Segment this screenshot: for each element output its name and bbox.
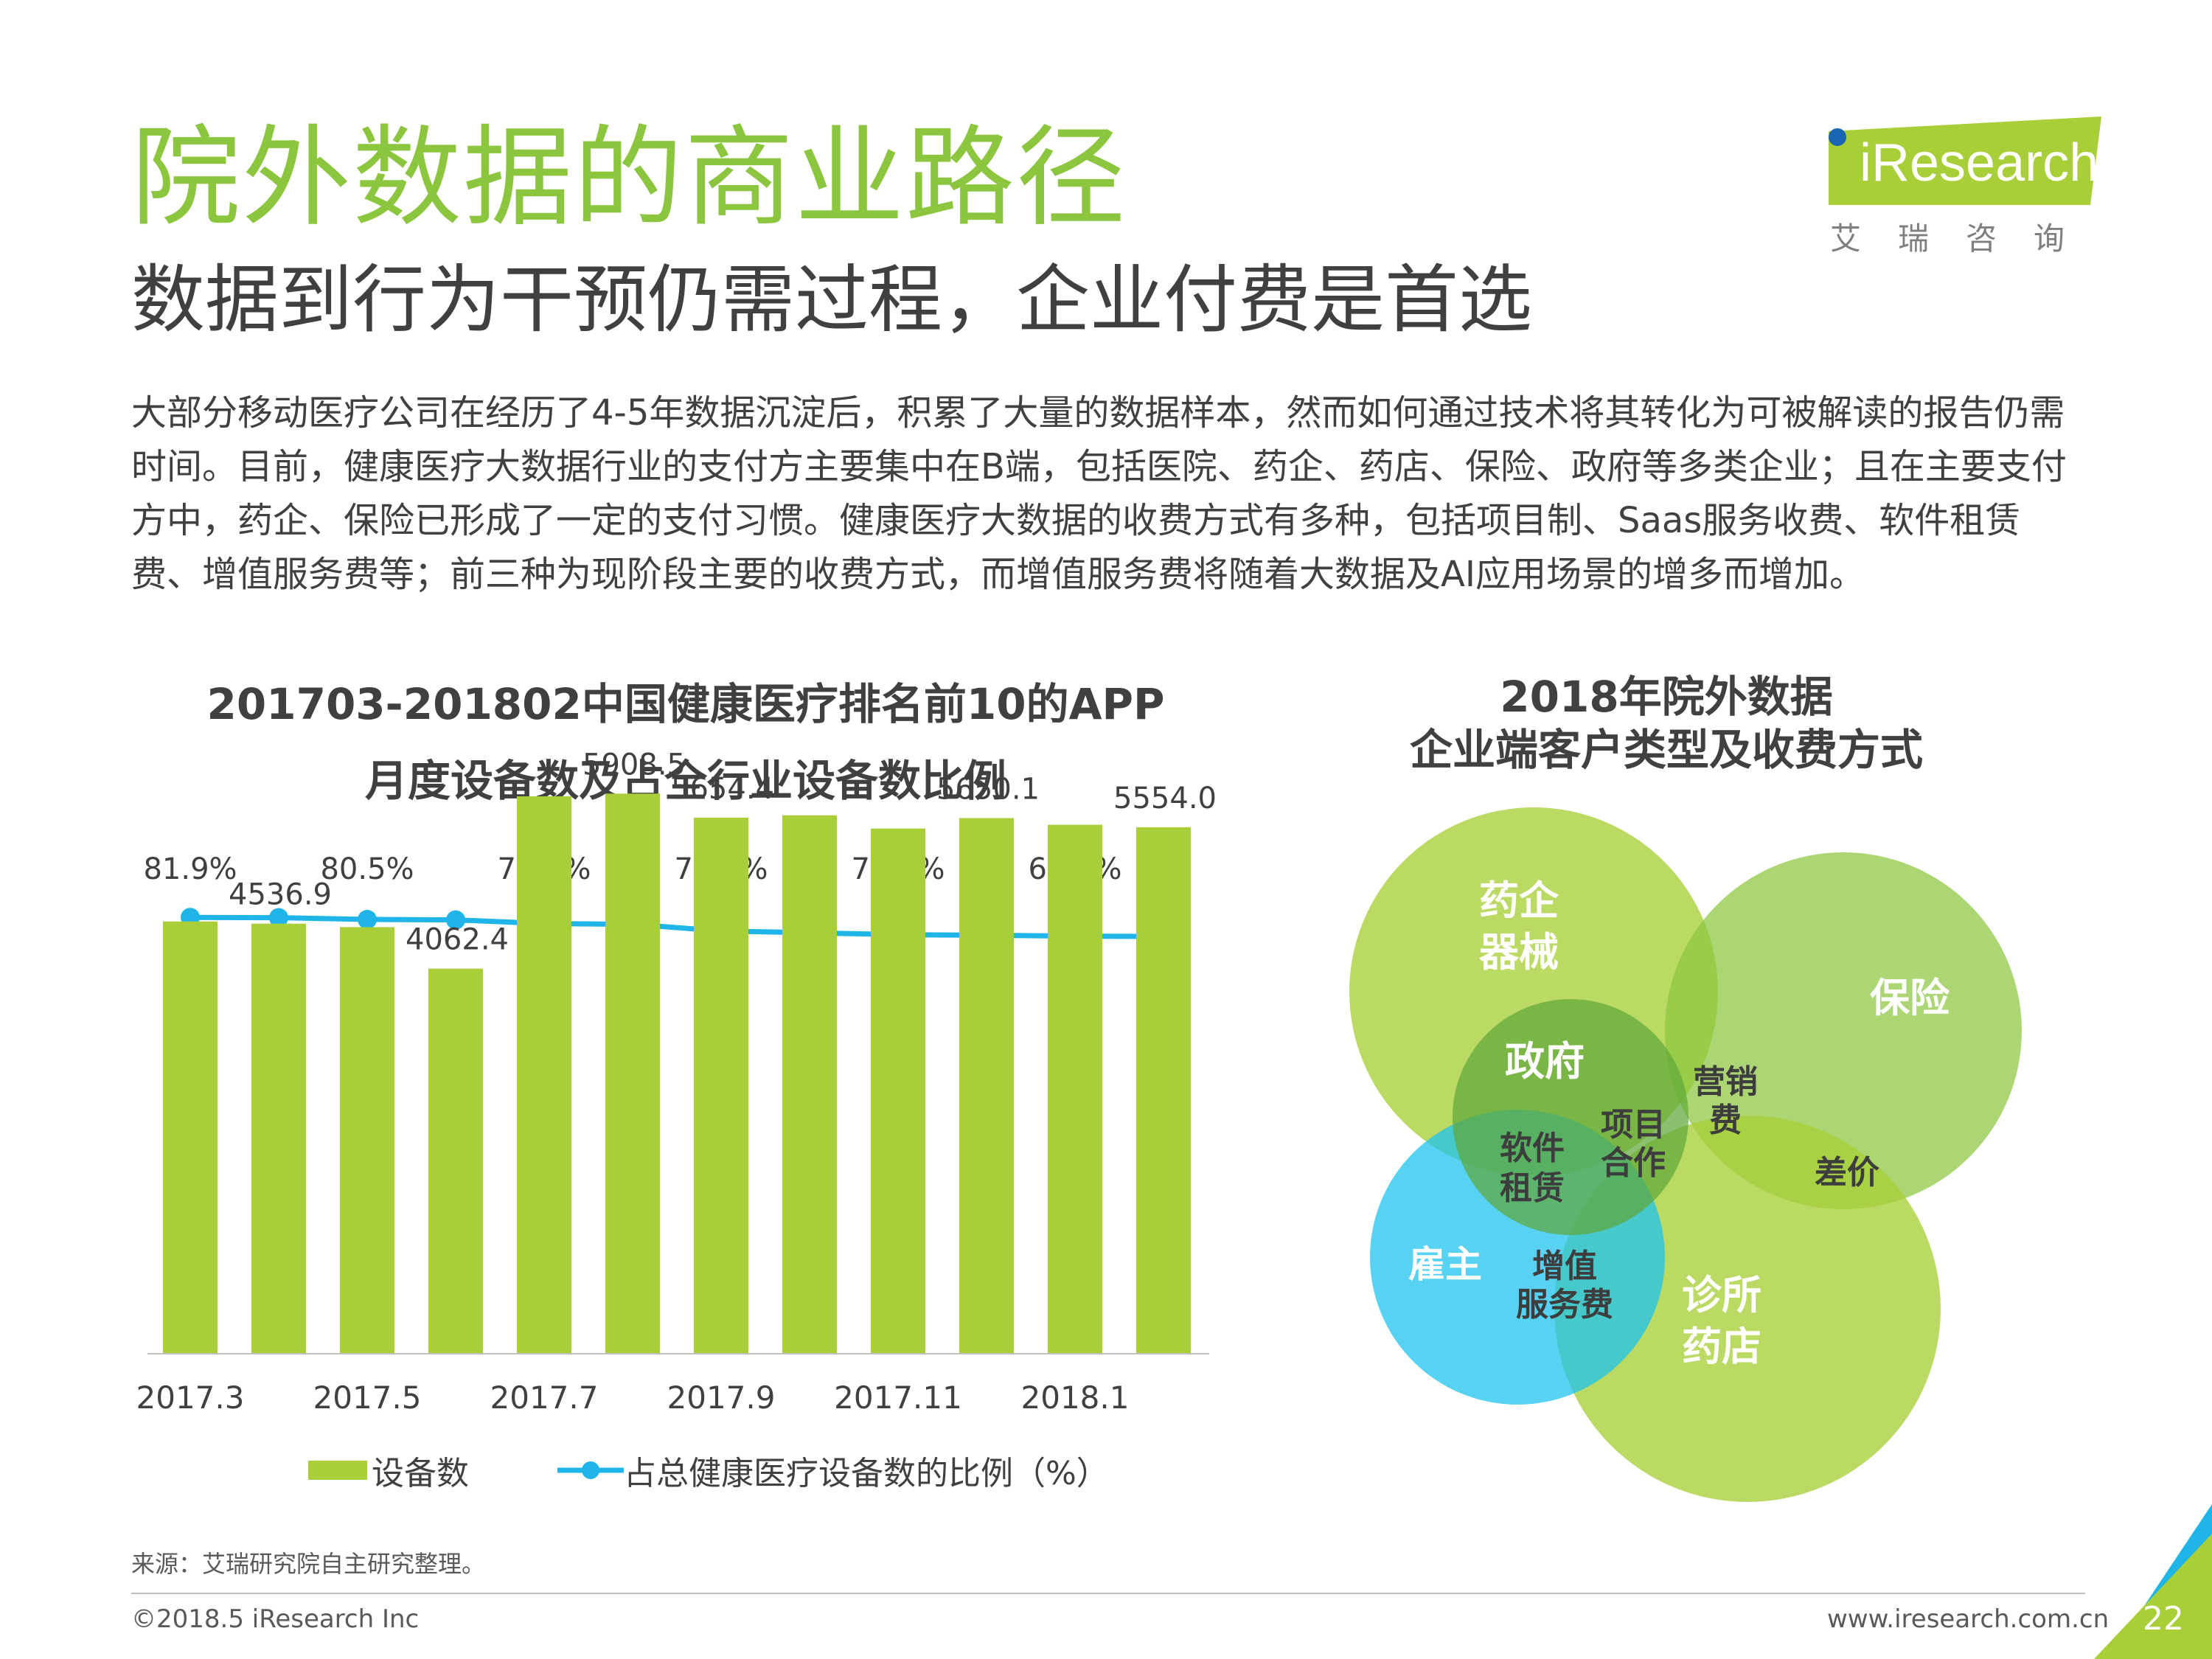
ratio-line (189, 914, 1164, 939)
logo-chinese-name: 艾瑞咨询 (1830, 220, 2102, 257)
bar-2017.5 (340, 927, 394, 1354)
legend-bar-swatch (308, 1461, 367, 1480)
bar-2017.4 (251, 923, 306, 1354)
venn-label-clinic-2: 药店 (1682, 1324, 1761, 1370)
x-tick-label: 2017.7 (490, 1380, 599, 1416)
bar-2017.12 (959, 818, 1014, 1354)
x-tick-layer: 2017.3 2017.5 2017.7 2017.9 2017.11 2018.1 (136, 1380, 1130, 1416)
chart-title-line2: 月度设备数及占全行业设备数比例 (364, 756, 1006, 806)
bar-value-label: 5554.0 (1113, 782, 1217, 815)
intro-paragraph: 大部分移动医疗公司在经历了4-5年数据沉淀后，积累了大量的数据样本，然而如何通过… (131, 392, 2067, 595)
device-count-chart: 81.9%80.5%77.7%72.7%70.2%69.2% 4536.9406… (136, 748, 1217, 1416)
venn-label-marketing-2: 费 (1709, 1102, 1742, 1139)
venn-label-government: 政府 (1505, 1038, 1585, 1085)
venn-label-value-added-2: 服务费 (1516, 1286, 1613, 1324)
bar-2017.9 (694, 818, 748, 1354)
x-tick-label: 2017.11 (834, 1380, 962, 1416)
legend-line-swatch (557, 1461, 624, 1479)
venn-label-project-1: 项目 (1601, 1106, 1666, 1144)
footer-divider (131, 1593, 2085, 1594)
ratio-value-label: 81.9% (143, 852, 237, 886)
venn-label-marketing-1: 营销 (1693, 1063, 1758, 1101)
venn-label-clinic-1: 诊所 (1682, 1272, 1761, 1318)
bar-value-label: 5654.4 (671, 772, 774, 806)
page-subtitle: 数据到行为干预仍需过程，企业付费是首选 (131, 257, 1532, 343)
bar-2018.1 (1048, 824, 1102, 1354)
page-title: 院外数据的商业路径 (131, 114, 1127, 241)
venn-label-pharma-1: 药企 (1479, 877, 1559, 924)
venn-label-spread: 差价 (1815, 1154, 1879, 1192)
iresearch-logo (1829, 116, 2101, 205)
venn-label-software-2: 租赁 (1500, 1169, 1565, 1207)
venn-label-project-2: 合作 (1601, 1144, 1666, 1182)
bar-2017.3 (163, 921, 218, 1354)
website-link[interactable]: www.iresearch.com.cn (1827, 1604, 2110, 1634)
chart-title-line1: 201703-201802中国健康医疗排名前10的APP (206, 679, 1165, 729)
ratio-point-2017.4 (269, 908, 288, 928)
venn-label-employer: 雇主 (1408, 1243, 1482, 1286)
x-tick-label: 2017.5 (313, 1380, 422, 1416)
bar-2017.11 (871, 828, 925, 1354)
x-tick-label: 2017.3 (136, 1380, 245, 1416)
source-note: 来源：艾瑞研究院自主研究整理。 (131, 1550, 486, 1578)
x-tick-label: 2017.9 (667, 1380, 776, 1416)
venn-title-line1: 2018年院外数据 (1500, 672, 1833, 722)
venn-label-pharma-2: 器械 (1479, 929, 1559, 975)
venn-title-line2: 企业端客户类型及收费方式 (1409, 725, 1923, 775)
bar-2017.10 (782, 815, 837, 1354)
customer-venn-diagram: 药企 器械 保险 政府 雇主 诊所 药店 软件 租赁 项目 合作 营销 费 差价… (1349, 807, 2022, 1502)
bar-value-label: 4062.4 (406, 923, 509, 957)
bar-2017.7 (517, 796, 571, 1354)
legend-bar: 设备数 (308, 1447, 469, 1494)
legend-bar-label: 设备数 (372, 1455, 469, 1492)
ratio-value-label: 80.5% (320, 852, 414, 886)
x-tick-label: 2018.1 (1021, 1380, 1130, 1416)
venn-label-insurance: 保险 (1870, 975, 1950, 1021)
venn-label-value-added-1: 增值 (1532, 1248, 1597, 1285)
bar-2018.2 (1136, 827, 1191, 1354)
ratio-point-2017.6 (446, 910, 465, 930)
venn-label-software-1: 软件 (1500, 1130, 1565, 1167)
bar-value-label: 5650.1 (936, 773, 1040, 807)
legend-line-label: 占总健康医疗设备数的比例（%） (624, 1455, 1109, 1492)
ratio-point-2017.5 (358, 910, 377, 929)
bar-2017.8 (605, 793, 660, 1354)
legend-line: 占总健康医疗设备数的比例（%） (557, 1447, 1109, 1494)
bar-2017.6 (428, 968, 483, 1354)
venn-circle-government (1453, 999, 1688, 1235)
copyright: ©2018.5 iResearch Inc (131, 1604, 420, 1634)
page-number: 22 (2143, 1600, 2184, 1638)
logo-wordmark: iResearch (1860, 133, 2099, 192)
bar-value-label: 5908.5 (582, 748, 686, 782)
page-corner-decoration (2094, 1504, 2212, 1659)
bar-value-label: 4536.9 (229, 878, 332, 912)
